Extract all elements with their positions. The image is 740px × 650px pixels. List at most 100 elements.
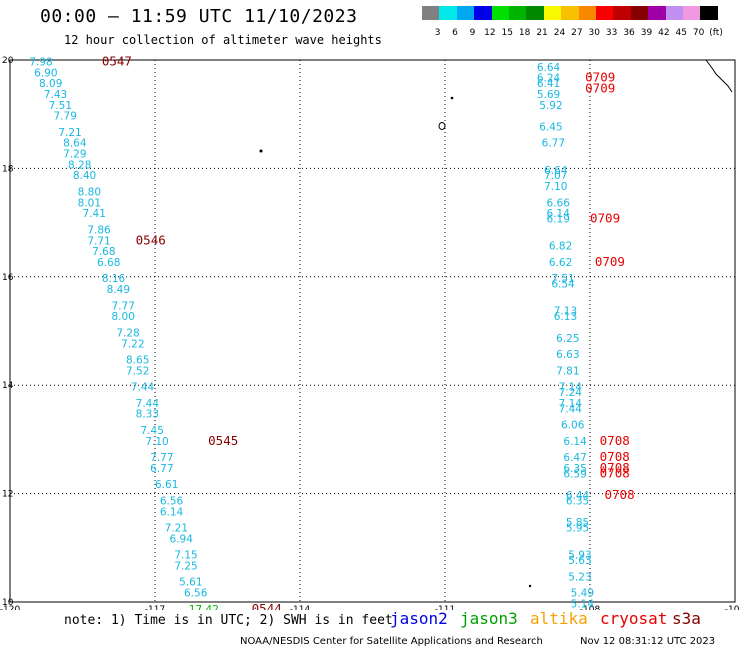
wave-height-value: 7.51 — [49, 100, 72, 112]
colorbar-swatch — [439, 6, 457, 20]
legend-entry-cryosat: cryosat — [600, 609, 668, 628]
wave-height-value: 8.40 — [73, 170, 96, 182]
wave-height-value: 6.13 — [554, 311, 577, 323]
wave-height-value: 6.82 — [549, 241, 572, 253]
x-tick-label: -120 — [0, 605, 20, 610]
colorbar-label: 12 — [484, 28, 496, 38]
wave-height-value: 6.77 — [150, 463, 173, 475]
x-tick-label: -114 — [290, 605, 311, 610]
island-shape — [450, 96, 454, 100]
wave-height-value: 8.64 — [63, 138, 87, 150]
wave-height-value: 8.65 — [126, 355, 149, 367]
wave-height-value: 6.59 — [563, 468, 586, 480]
wave-height-value: 6.56 — [160, 495, 184, 507]
wave-height-value: 5.14 — [571, 598, 595, 610]
pass-time-label: 0708 — [600, 433, 630, 448]
colorbar-swatch — [561, 6, 579, 20]
colorbar-swatch — [543, 6, 562, 20]
generated-timestamp: Nov 12 08:31:12 UTC 2023 — [580, 636, 716, 647]
wave-height-value: 6.24 — [537, 73, 561, 85]
colorbar-swatch — [526, 6, 544, 20]
wave-height-value: 5.23 — [568, 571, 591, 583]
wave-height-value: 6.90 — [34, 67, 57, 79]
wave-height-value: 6.14 — [547, 208, 571, 220]
pass-time-label: 0708 — [600, 449, 630, 464]
pass-time-label: 0544 — [252, 601, 282, 610]
wave-height-value: 5.85 — [566, 517, 589, 529]
colorbar-label: 42 — [658, 28, 670, 38]
pass-time-label: 0708 — [600, 465, 630, 480]
colorbar-label: 39 — [640, 28, 653, 38]
wave-height-value: 6.44 — [566, 490, 590, 502]
colorbar-swatch — [700, 6, 718, 20]
y-tick-label: 20 — [2, 56, 14, 66]
wave-height-value: 5.95 — [566, 523, 589, 535]
x-tick-label: -111 — [435, 605, 455, 610]
wave-height-value: 8.01 — [78, 197, 101, 209]
credit-text: NOAA/NESDIS Center for Satellite Applica… — [240, 636, 543, 647]
colorbar-swatch — [630, 6, 649, 20]
colorbar-label: (ft) — [709, 28, 723, 38]
plot-frame — [9, 59, 736, 603]
wave-height-value: 7.44 — [131, 382, 155, 394]
wave-height-value: 7.77 — [150, 452, 173, 464]
wave-height-value: 7.51 — [551, 273, 574, 285]
wave-height-value: 7.71 — [87, 235, 110, 247]
x-tick-label: -105 — [725, 605, 740, 610]
x-tick-label: -117 — [145, 605, 165, 610]
wave-height-value: 5.63 — [568, 555, 591, 567]
wave-height-value: 7.28 — [116, 327, 139, 339]
wave-height-value: 6.54 — [551, 279, 575, 291]
coastline-shape — [705, 59, 733, 93]
colorbar-swatch — [648, 6, 666, 20]
wave-height-value: 6.77 — [542, 138, 565, 150]
colorbar-label: 15 — [501, 28, 513, 38]
wave-height-value: 7.81 — [556, 365, 579, 377]
wave-height-value: 5.69 — [537, 89, 560, 101]
wave-height-value: 7.79 — [54, 111, 77, 123]
wave-height-value: 6.94 — [170, 533, 194, 545]
legend-entry-altika: altika — [530, 609, 588, 628]
wave-height-value: 5.93 — [568, 550, 591, 562]
colorbar-swatch — [474, 6, 492, 20]
wave-height-value: 6.25 — [556, 333, 579, 345]
wave-height-value: 6.35 — [566, 495, 589, 507]
colorbar-label: 70 — [692, 28, 705, 38]
page-title: 00:00 – 11:59 UTC 11/10/2023 — [40, 6, 358, 27]
wave-height-value: 7.15 — [174, 550, 197, 562]
wave-height-value: 7.41 — [83, 208, 106, 220]
wave-height-value: 7.45 — [141, 425, 164, 437]
wave-height-value: 6.66 — [547, 197, 571, 209]
wave-height-value: 7.25 — [174, 560, 197, 572]
wave-height-value: 6.45 — [539, 121, 562, 133]
colorbar-swatch — [578, 6, 596, 20]
y-tick-label: 16 — [2, 273, 14, 283]
colorbar-label: 18 — [518, 28, 531, 38]
wave-height-value: 7.68 — [92, 246, 115, 258]
colorbar-swatch — [491, 6, 509, 20]
wave-height-value: 8.49 — [107, 284, 130, 296]
legend-entry-jason2: jason2 — [390, 609, 448, 628]
wave-height-value: 7.43 — [44, 89, 67, 101]
colorbar-swatch — [456, 6, 475, 20]
wave-height-value: 6.62 — [549, 257, 572, 269]
colorbar-label: 9 — [469, 28, 476, 38]
wave-height-value: 7.22 — [121, 338, 144, 350]
wave-height-value: 7.10 — [544, 181, 567, 193]
colorbar-swatch — [683, 6, 701, 20]
wave-height-value: 6.19 — [547, 214, 570, 226]
wave-height-value: 6.14 — [563, 436, 587, 448]
colorbar-swatch — [596, 6, 614, 20]
wave-height-value: 6.06 — [561, 420, 585, 432]
colorbar-swatch — [509, 6, 527, 20]
wave-height-value: 7.44 — [136, 398, 160, 410]
wave-height-value: 7.10 — [145, 436, 168, 448]
wave-height-value: 7.14 — [559, 398, 583, 410]
wave-height-value: 5.92 — [539, 100, 562, 112]
pass-time-label: 0708 — [600, 460, 630, 475]
x-tick-label: -108 — [580, 605, 601, 610]
wave-height-value: 6.64 — [537, 62, 561, 74]
colorbar-label: 21 — [536, 28, 548, 38]
wave-height-value: 6.63 — [556, 349, 579, 361]
wave-height-value: 8.80 — [78, 187, 101, 199]
